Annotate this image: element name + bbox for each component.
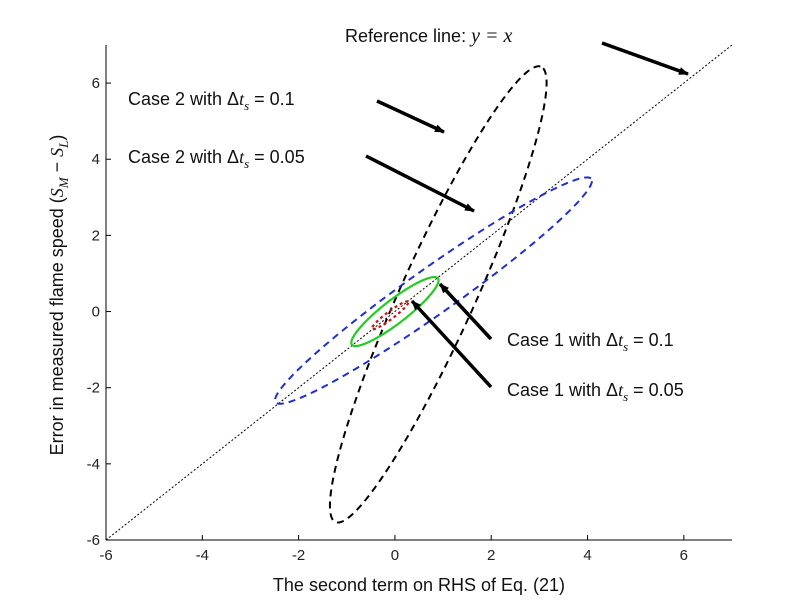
annotation-case1-dt01-pre: Case 1 with [507,330,606,350]
annotation-case1-dt005: Case 1 with Δts = 0.05 [507,380,684,404]
annotation-arrows [365,41,689,389]
annotation-case2-dt01-pre: Case 2 with [128,89,227,109]
x-axis-title: The second term on RHS of Eq. (21) [273,575,565,595]
y-tick-label: 2 [92,227,100,244]
annotation-case1-dt005-sub: s [623,389,628,404]
reference-line [106,45,732,540]
y-axis-title-sub-l: L [56,141,71,149]
annotation-case1-dt01: Case 1 with Δts = 0.1 [507,330,674,354]
annotation-case2-dt01-t: t [239,89,245,109]
annotation-case1-dt005-pre: Case 1 with [507,380,606,400]
annotation-case2-dt01-sub: s [244,98,249,113]
annotations: Reference line: y = x Case 2 with Δts = … [128,25,684,404]
y-tick-label: -6 [87,532,100,549]
annotation-case1-dt005-post: = 0.05 [628,380,684,400]
y-axis-title-suffix: ) [47,135,67,141]
annotation-case2-dt01-delta: Δ [227,89,239,109]
arrow-case1-dt005 [410,299,493,389]
annotation-case2-dt01-post: = 0.1 [249,89,295,109]
y-axis-title-s-l: S [47,148,67,157]
y-axis-title: Error in measured flame speed (SM − SL) [47,135,71,456]
annotation-case2-dt005: Case 2 with Δts = 0.05 [128,147,305,171]
annotation-case2-dt005-t: t [239,147,245,167]
x-tick-label: 6 [680,547,688,564]
annotation-case1-dt01-post: = 0.1 [628,330,674,350]
y-axis-title-sub-m: M [56,176,71,189]
y-tick-label: -2 [87,380,100,397]
x-tick-label: -2 [292,547,305,564]
y-axis-title-minus: − [47,157,67,178]
y-tick-label: 0 [92,304,100,321]
annotation-case1-dt005-t: t [618,380,624,400]
case1-dt005-ellipse [370,300,410,331]
x-tick-label: -6 [99,547,112,564]
x-tick-label: 0 [391,547,399,564]
case1-dt01-ellipse [350,275,440,348]
case2-dt01-ellipse [328,65,548,524]
y-axis-title-s-m: S [47,188,67,197]
annotation-case2-dt005-post: = 0.05 [249,147,305,167]
x-tick-label: 2 [487,547,495,564]
plot-area [106,45,732,540]
y-tick-label: -4 [87,456,100,473]
y-tick-label: 4 [92,151,100,168]
annotation-case2-dt005-pre: Case 2 with [128,147,227,167]
annotation-case1-dt01-delta: Δ [606,330,618,350]
arrow-reference-line [601,41,689,76]
annotation-case1-dt01-sub: s [623,339,628,354]
annotation-case2-dt005-sub: s [244,156,249,171]
x-tick-label: 4 [583,547,591,564]
arrow-case2-dt005 [365,154,475,213]
x-tick-label: -4 [196,547,209,564]
annotation-case2-dt01: Case 2 with Δts = 0.1 [128,89,295,113]
axes: -6 -4 -2 0 2 4 6 -6 -4 -2 0 2 4 6 [87,45,732,564]
annotation-reference-line: Reference line: y = x [345,25,512,47]
annotation-case2-dt005-delta: Δ [227,147,239,167]
annotation-case1-dt005-delta: Δ [606,380,618,400]
annotation-reference-line-text: Reference line: [345,26,471,46]
annotation-reference-line-math: y = x [469,25,512,47]
arrow-case1-dt01 [438,282,493,341]
annotation-case1-dt01-t: t [618,330,624,350]
y-tick-label: 6 [92,75,100,92]
y-axis-title-prefix: Error in measured flame speed ( [47,197,67,455]
arrow-case2-dt01 [376,99,445,134]
